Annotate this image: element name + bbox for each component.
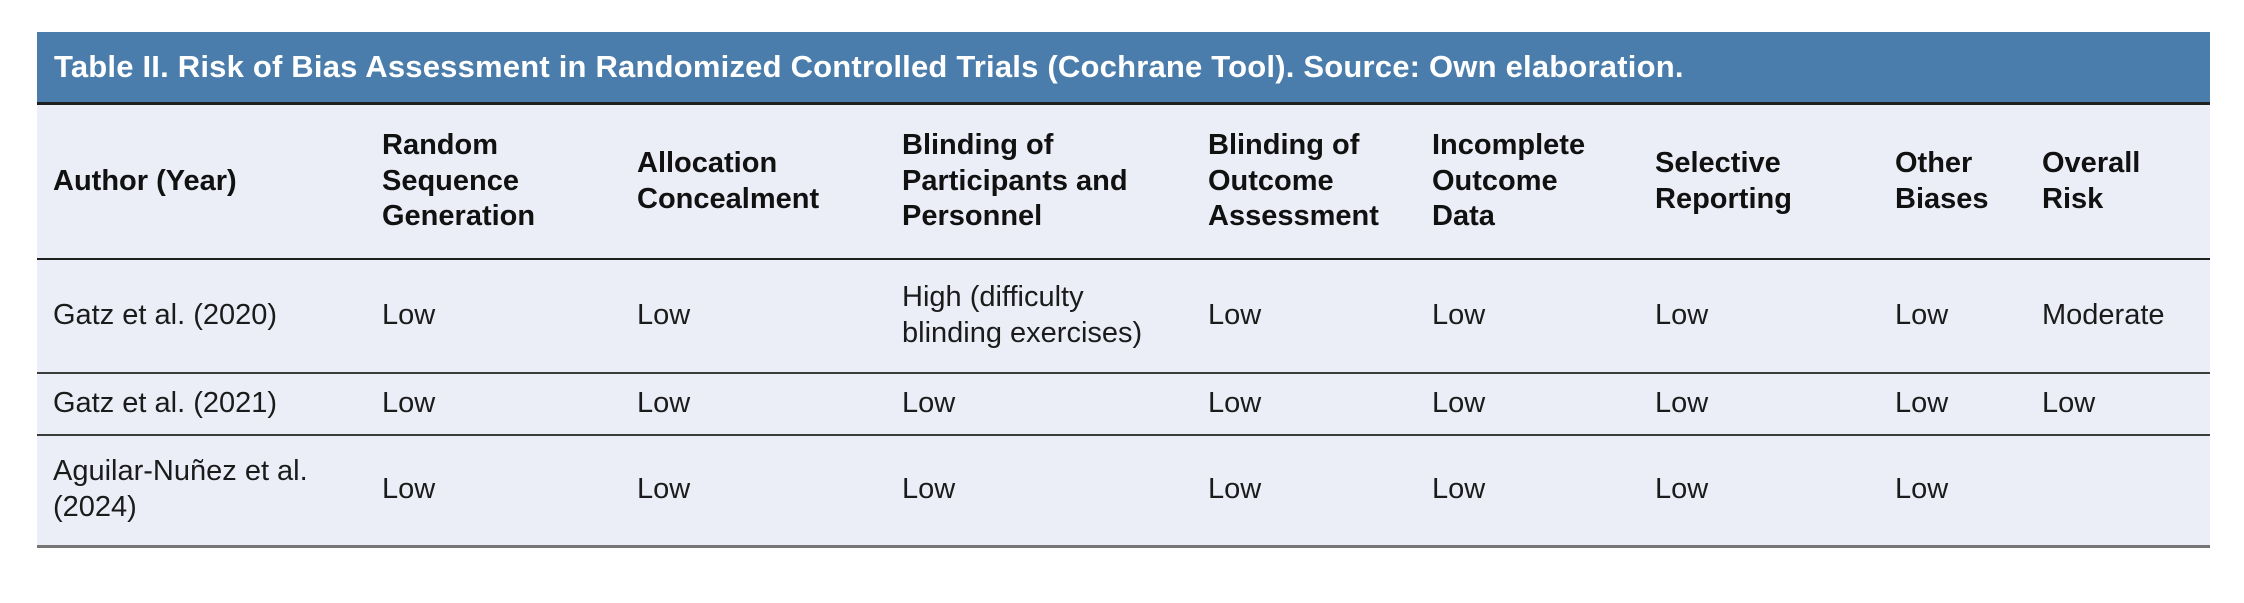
- risk-cell: Low: [1432, 473, 1486, 506]
- risk-cell: High (difficulty blinding exercises): [902, 281, 1143, 349]
- risk-cell: Low: [637, 299, 691, 332]
- risk-cell: Low: [1432, 387, 1486, 420]
- table-title: Table II. Risk of Bias Assessment in Ran…: [54, 49, 1684, 84]
- risk-table: Author (Year) Random Sequence Generation A…: [37, 105, 2210, 548]
- column-header-4: Blinding of Participants and Personnel: [902, 128, 1128, 233]
- column-header-2: Random Sequence Generation: [382, 128, 536, 233]
- table-row-3: Aguilar-Nuñez et al. (2024) Low Low Low Low L…: [37, 435, 2210, 546]
- risk-cell: Low: [637, 387, 691, 420]
- risk-cell: Low: [1655, 473, 1709, 506]
- column-header-9: Overall Risk: [2042, 146, 2141, 215]
- column-header-3: Allocation Concealment: [637, 146, 820, 215]
- risk-cell: Low: [1895, 387, 1949, 420]
- risk-cell: Moderate: [2042, 299, 2165, 332]
- risk-cell: Low: [902, 473, 956, 506]
- author-cell: Gatz et al. (2020): [53, 299, 278, 332]
- column-header-7: Selective Reporting: [1655, 146, 1792, 215]
- column-header-1: Author (Year): [53, 164, 237, 197]
- risk-of-bias-table: Table II. Risk of Bias Assessment in Ran…: [37, 32, 2210, 548]
- risk-cell: [2042, 435, 2210, 546]
- risk-cell: Low: [1895, 473, 1949, 506]
- risk-cell: Low: [1208, 387, 1262, 420]
- risk-cell: Low: [1895, 299, 1949, 332]
- risk-cell: Low: [2042, 387, 2096, 420]
- risk-cell: Low: [1432, 299, 1486, 332]
- author-cell: Aguilar-Nuñez et al. (2024): [53, 455, 308, 524]
- risk-cell: Low: [382, 473, 436, 506]
- table-row-1: Gatz et al. (2020) Low Low High (difficulty…: [37, 259, 2210, 373]
- header-row: Author (Year) Random Sequence Generation A…: [37, 105, 2210, 259]
- table-title-bar: Table II. Risk of Bias Assessment in Ran…: [37, 32, 2210, 105]
- author-cell: Gatz et al. (2021): [53, 387, 278, 420]
- column-header-5: Blinding of Outcome Assessment: [1208, 128, 1379, 233]
- risk-cell: Low: [902, 387, 956, 420]
- risk-cell: Low: [382, 299, 436, 332]
- risk-cell: Low: [1208, 299, 1262, 332]
- risk-cell: Low: [1655, 299, 1709, 332]
- table-row-2: Gatz et al. (2021) Low Low Low Low Low Low Low L…: [37, 373, 2210, 435]
- risk-cell: Low: [1208, 473, 1262, 506]
- risk-cell: Low: [637, 473, 691, 506]
- column-header-6: Incomplete Outcome Data: [1432, 128, 1586, 233]
- risk-cell: Low: [382, 387, 436, 420]
- risk-cell: Low: [1655, 387, 1709, 420]
- column-header-8: Other Biases: [1895, 146, 1989, 215]
- table-body: Gatz et al. (2020) Low Low High (difficulty…: [37, 259, 2210, 546]
